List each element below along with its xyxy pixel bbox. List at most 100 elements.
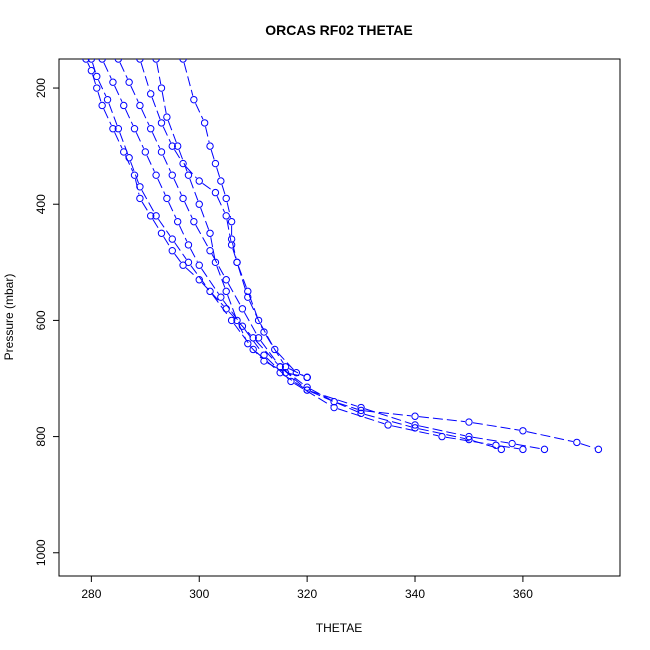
x-tick-label: 360 bbox=[513, 587, 533, 601]
series-line-segment bbox=[210, 149, 215, 160]
series-line-segment bbox=[195, 224, 209, 248]
data-point bbox=[227, 217, 236, 226]
data-point bbox=[195, 200, 203, 208]
data-point bbox=[573, 438, 581, 447]
data-point bbox=[357, 409, 365, 418]
series-line-segment bbox=[201, 282, 224, 307]
data-point bbox=[244, 287, 252, 296]
series-line-segment bbox=[310, 388, 331, 401]
data-point bbox=[260, 357, 268, 365]
data-point bbox=[168, 171, 176, 179]
series-line-segment bbox=[178, 149, 188, 172]
data-point bbox=[254, 316, 263, 325]
series-line-segment bbox=[184, 201, 193, 219]
data-point bbox=[195, 276, 203, 284]
series-line-segment bbox=[162, 126, 172, 143]
data-point bbox=[125, 154, 133, 162]
series-line-segment bbox=[130, 161, 139, 184]
data-point bbox=[206, 142, 214, 150]
data-point bbox=[168, 142, 176, 150]
series-line-segment bbox=[92, 62, 97, 73]
plot-frame bbox=[58, 58, 621, 577]
y-axis-label: Pressure (mbar) bbox=[2, 274, 16, 361]
series-2 bbox=[87, 59, 549, 454]
data-point bbox=[465, 435, 473, 444]
data-point bbox=[211, 188, 220, 197]
series-line-segment bbox=[167, 120, 177, 143]
series-line-segment bbox=[365, 410, 412, 417]
chart-title: ORCAS RF02 THETAE bbox=[265, 22, 413, 38]
data-point bbox=[103, 95, 112, 104]
series-line-segment bbox=[310, 390, 358, 407]
series-line-segment bbox=[141, 201, 150, 213]
series-line-segment bbox=[283, 368, 305, 386]
data-point bbox=[260, 328, 268, 336]
series-line-segment bbox=[146, 155, 155, 172]
data-point bbox=[244, 339, 252, 348]
series-line-segment bbox=[238, 323, 247, 341]
series-line-segment bbox=[210, 237, 216, 259]
series-line-segment bbox=[174, 242, 187, 260]
series-line-segment bbox=[265, 335, 284, 364]
data-point bbox=[179, 194, 187, 203]
series-line-segment bbox=[135, 132, 145, 149]
series-line-segment bbox=[173, 178, 182, 195]
data-point bbox=[179, 59, 187, 63]
series-line-segment bbox=[161, 91, 167, 114]
series-line-segment bbox=[141, 108, 150, 126]
data-point bbox=[222, 194, 230, 203]
series-line-segment bbox=[174, 253, 182, 263]
series-line-segment bbox=[472, 440, 498, 449]
data-point bbox=[136, 194, 144, 203]
x-axis: 280 300 320 340 360 bbox=[81, 576, 533, 601]
data-point bbox=[195, 177, 203, 185]
series-line-segment bbox=[267, 362, 283, 372]
series-line-segment bbox=[162, 155, 172, 172]
series-line-segment bbox=[156, 62, 162, 85]
series-line-segment bbox=[185, 166, 197, 179]
series-line-segment bbox=[310, 391, 358, 413]
series-line-segment bbox=[202, 182, 213, 191]
x-tick-label: 300 bbox=[189, 587, 209, 601]
series-line-segment bbox=[178, 225, 188, 242]
series-4 bbox=[114, 59, 506, 454]
x-axis-label: THETAE bbox=[316, 621, 362, 635]
data-point bbox=[163, 194, 171, 203]
series-line-segment bbox=[108, 103, 118, 126]
series-line-segment bbox=[151, 132, 161, 149]
data-point bbox=[217, 177, 225, 185]
data-point bbox=[281, 368, 290, 377]
data-point bbox=[227, 316, 236, 325]
series-line-segment bbox=[97, 91, 102, 102]
data-point bbox=[93, 84, 101, 92]
series-line-segment bbox=[418, 428, 466, 440]
data-point bbox=[540, 445, 549, 454]
y-tick-label: 800 bbox=[34, 426, 48, 446]
series-line-segment bbox=[299, 373, 304, 377]
data-point bbox=[93, 72, 101, 81]
series-line-segment bbox=[157, 218, 171, 237]
series-line-segment bbox=[130, 85, 139, 103]
data-point bbox=[168, 246, 176, 255]
series-line-segment bbox=[87, 62, 91, 68]
data-point bbox=[82, 59, 90, 63]
y-tick-label: 1000 bbox=[34, 539, 48, 566]
y-tick-label: 200 bbox=[34, 78, 48, 98]
y-tick-label: 400 bbox=[34, 194, 48, 214]
data-point bbox=[184, 171, 193, 179]
series-line-segment bbox=[134, 178, 140, 195]
series-line-segment bbox=[418, 425, 466, 437]
series-line-segment bbox=[124, 155, 134, 172]
series-line-segment bbox=[103, 62, 112, 79]
series-line-segment bbox=[189, 248, 198, 262]
series-line-segment bbox=[201, 268, 220, 295]
series-line-segment bbox=[157, 178, 166, 195]
data-point bbox=[330, 398, 338, 406]
data-point bbox=[249, 345, 257, 354]
data-point bbox=[594, 445, 603, 454]
series-line-segment bbox=[250, 346, 262, 359]
data-point bbox=[211, 159, 220, 168]
series-line-segment bbox=[260, 323, 274, 347]
data-point bbox=[244, 293, 252, 301]
